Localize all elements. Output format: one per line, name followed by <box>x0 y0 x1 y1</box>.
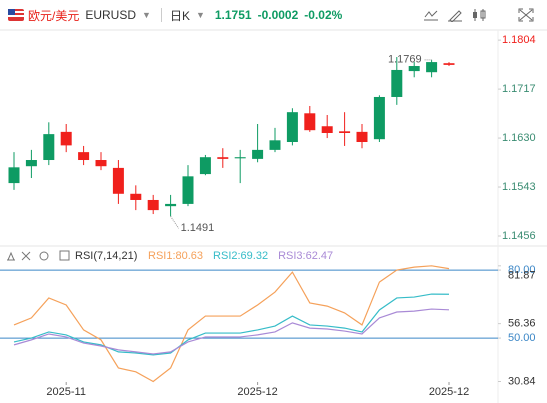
candle-body <box>391 69 403 97</box>
candle-body <box>408 66 420 72</box>
y-tick-label: 1.1543 <box>502 181 536 193</box>
y-tick-label: 1.1630 <box>502 132 536 144</box>
price: 1.1751 <box>214 8 252 22</box>
draw-icon[interactable] <box>447 8 463 22</box>
candle-body <box>356 131 368 143</box>
rsi-legend: RSI3:62.47 <box>278 250 333 262</box>
candle-icon[interactable] <box>471 8 487 22</box>
candle-body <box>269 140 281 150</box>
indicator-icon[interactable] <box>423 8 439 22</box>
settings-icon[interactable] <box>39 251 49 261</box>
candle-body <box>60 131 72 146</box>
candle-body <box>165 203 177 207</box>
candle-body <box>8 167 20 184</box>
candle-body <box>443 63 455 65</box>
x-tick-label: 2025-12 <box>429 386 469 398</box>
candle-body <box>112 167 124 194</box>
rsi-title: RSI(7,14,21) <box>75 250 137 262</box>
symbol[interactable]: EURUSD <box>85 8 137 22</box>
period[interactable]: 日K <box>169 8 190 23</box>
candle-body <box>217 157 229 159</box>
symbol-dropdown[interactable]: ▼ <box>142 10 151 20</box>
candle-body <box>426 62 438 73</box>
nav-icon[interactable] <box>21 251 31 261</box>
expand-icon[interactable] <box>59 250 70 261</box>
candle-body <box>147 199 159 211</box>
pair-name[interactable]: 欧元/美元 <box>28 8 80 23</box>
candle-body <box>130 193 142 200</box>
fullscreen-icon[interactable] <box>518 8 534 22</box>
rsi-legend: RSI2:69.32 <box>213 250 268 262</box>
y-tick-label: 30.84 <box>508 375 536 387</box>
candle-body <box>78 152 90 161</box>
change-pct: -0.02% <box>304 8 343 22</box>
candle-body <box>339 131 351 133</box>
y-tick-label: 80.00 <box>508 264 536 276</box>
separator <box>160 8 162 22</box>
candle-body <box>199 157 211 175</box>
flag-icon <box>8 9 24 21</box>
rsi-legend: RSI1:80.63 <box>148 250 203 262</box>
candle-body <box>252 149 264 159</box>
rsi-line <box>13 265 450 383</box>
rsi-line <box>13 293 450 356</box>
candle-body <box>182 176 194 204</box>
eye-icon[interactable] <box>7 251 15 261</box>
candle-body <box>43 134 55 161</box>
candle-body <box>234 157 246 159</box>
change: -0.0002 <box>257 8 299 22</box>
candle-body <box>321 126 333 133</box>
candle-body <box>25 160 37 167</box>
annotation: 1.1769 <box>388 54 422 66</box>
y-tick-label: 1.1456 <box>502 230 536 242</box>
rsi-controls <box>7 250 70 261</box>
candle-body <box>286 112 298 143</box>
y-tick-label: 81.87 <box>508 270 536 282</box>
candle-body <box>304 113 316 131</box>
y-tick-label: 50.00 <box>508 332 536 344</box>
annotation-leader <box>170 216 180 229</box>
header: 欧元/美元 EURUSD ▼ 日K ▼ 1.1751 -0.0002 -0.02… <box>0 0 547 30</box>
y-tick-label: 56.36 <box>508 318 536 330</box>
candle-body <box>373 96 385 140</box>
x-tick-label: 2025-11 <box>46 386 86 398</box>
rsi-line <box>13 308 450 355</box>
x-tick-label: 2025-12 <box>237 386 277 398</box>
period-dropdown[interactable]: ▼ <box>195 10 205 20</box>
annotation: 1.1491 <box>181 222 215 234</box>
candle-body <box>95 160 107 167</box>
y-tick-label: 1.1804 <box>502 34 536 46</box>
y-tick-label: 1.1717 <box>502 83 536 95</box>
